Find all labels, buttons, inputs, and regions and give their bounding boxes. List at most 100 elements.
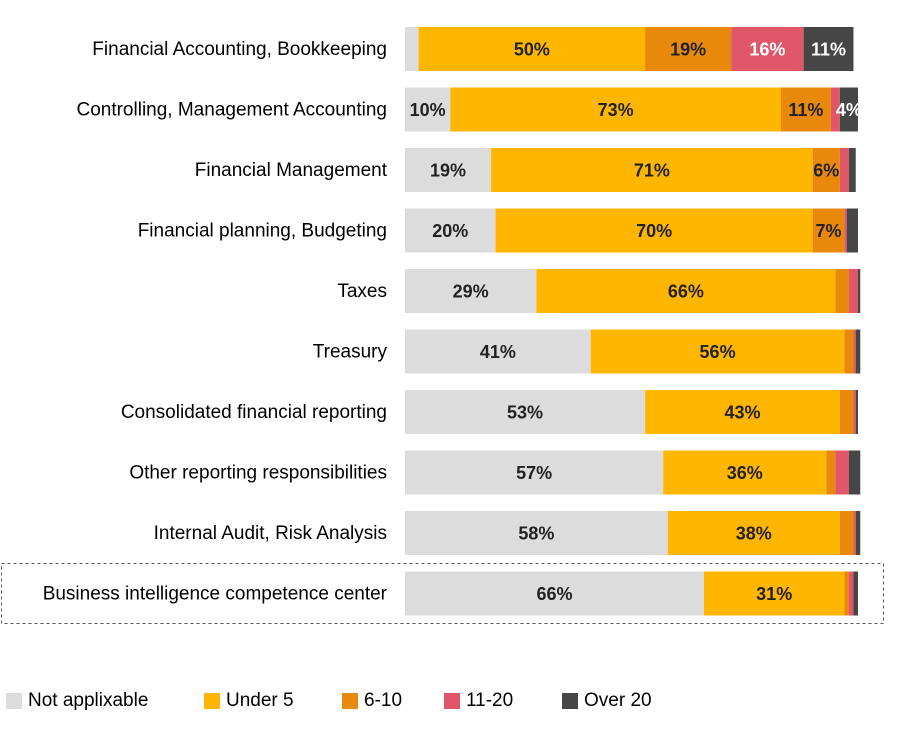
bar-segment-6-10	[844, 571, 849, 616]
data-label: 71%	[634, 161, 670, 181]
data-label: 20%	[432, 221, 468, 241]
data-label: 38%	[736, 524, 772, 544]
bar-segment-over-20	[858, 269, 861, 313]
legend-swatch	[204, 693, 220, 709]
data-label: 56%	[700, 342, 736, 362]
bar-segment-not-applixable	[405, 148, 492, 192]
legend-swatch	[562, 693, 578, 709]
data-label: 7%	[816, 221, 842, 241]
data-label: 73%	[598, 100, 634, 120]
data-label: 66%	[536, 584, 572, 604]
legend-label: Under 5	[226, 690, 294, 711]
bar-segment-6-10	[839, 390, 854, 434]
bar-segment-over-20	[846, 208, 858, 253]
bar-segment-11-20	[853, 511, 856, 555]
bar-segment-under-5	[491, 148, 813, 192]
data-label: 41%	[480, 342, 516, 362]
data-label: 43%	[724, 403, 760, 423]
data-label: 11%	[811, 40, 846, 60]
legend-label: Over 20	[584, 690, 652, 711]
bar-segment-11-20	[731, 27, 804, 71]
bar-segment-6-10	[826, 450, 836, 495]
data-label: 19%	[670, 40, 706, 60]
data-label: 53%	[507, 403, 543, 423]
data-label: 58%	[518, 524, 554, 544]
bar-segment-11-20	[853, 390, 856, 434]
category-label: Controlling, Management Accounting	[76, 100, 387, 121]
legend-swatch	[342, 693, 358, 709]
bar-segment-not-applixable	[405, 511, 668, 555]
highlight-box	[1, 563, 884, 624]
bar-segment-11-20	[844, 208, 847, 253]
category-label: Financial Management	[195, 160, 388, 181]
data-label: 66%	[668, 282, 704, 302]
bar-segment-over-20	[855, 329, 861, 374]
bar-segment-over-20	[855, 511, 861, 555]
legend-swatch	[444, 693, 460, 709]
bar-segment-under-5	[536, 269, 836, 313]
bar-segment-under-5	[663, 450, 827, 495]
bar-segment-under-5	[645, 390, 840, 434]
category-label: Treasury	[313, 342, 388, 363]
category-label: Taxes	[337, 281, 387, 302]
data-label: 10%	[410, 100, 446, 120]
bar-segment-not-applixable	[405, 27, 419, 71]
legend-swatch	[6, 693, 22, 709]
bar-segment-not-applixable	[405, 390, 646, 434]
bar-segment-6-10	[844, 329, 854, 374]
data-label: 6%	[813, 161, 839, 181]
stacked-bar-chart: Financial Accounting, Bookkeeping Control…	[1, 27, 884, 624]
legend-label: Not applixable	[28, 690, 149, 711]
bar-segment-6-10	[839, 511, 854, 555]
bar-segment-11-20	[830, 87, 840, 132]
data-label: 4%	[836, 100, 862, 120]
legend-label: 6-10	[364, 690, 403, 711]
bar-segment-6-10	[835, 269, 849, 313]
bar-segment-under-5	[418, 27, 646, 71]
bar-segment-6-10	[645, 27, 732, 71]
bar-segment-over-20	[803, 27, 854, 71]
bar-segment-not-applixable	[405, 87, 451, 132]
legend-item-11-20: 11-20	[444, 690, 513, 712]
category-label: Internal Audit, Risk Analysis	[154, 523, 387, 544]
bar-segment-over-20	[848, 450, 861, 495]
bar-segment-over-20	[839, 87, 858, 132]
bar-segment-over-20	[855, 390, 858, 434]
category-label: Financial planning, Budgeting	[138, 221, 387, 242]
data-label: 19%	[430, 161, 466, 181]
bar-segment-11-20	[835, 450, 849, 495]
category-label: Business intelligence competence center	[43, 584, 388, 605]
data-label: 11%	[788, 100, 823, 120]
bar-segment-6-10	[812, 148, 840, 192]
bar-segment-under-5	[495, 208, 813, 253]
legend-label: 11-20	[466, 690, 514, 711]
bar-segment-under-5	[667, 511, 840, 555]
data-label: 16%	[749, 40, 785, 60]
bar-segment-6-10	[812, 208, 845, 253]
bar-segment-not-applixable	[405, 450, 664, 495]
data-label: 50%	[514, 40, 550, 60]
bar-segment-11-20	[848, 571, 854, 616]
data-label: 29%	[453, 282, 489, 302]
data-label: 57%	[516, 463, 552, 483]
data-label: 31%	[756, 584, 792, 604]
bar-segment-over-20	[848, 148, 856, 192]
legend-item-6-10: 6-10	[342, 690, 402, 712]
bar-segment-under-5	[590, 329, 845, 374]
bar-segment-over-20	[853, 571, 858, 616]
data-label: 36%	[727, 463, 763, 483]
legend-item-not-applicable: Not applixable	[6, 690, 148, 712]
bar-segment-11-20	[853, 329, 856, 374]
category-label: Financial Accounting, Bookkeeping	[92, 39, 387, 60]
bar-segment-under-5	[450, 87, 781, 132]
bar-segment-11-20	[839, 148, 849, 192]
category-label: Other reporting responsibilities	[129, 463, 387, 484]
data-label: 70%	[636, 221, 672, 241]
bar-segment-not-applixable	[405, 329, 591, 374]
bar-segment-not-applixable	[405, 208, 496, 253]
bar-segment-under-5	[703, 571, 845, 616]
bar-segment-11-20	[848, 269, 858, 313]
legend-item-under-5: Under 5	[204, 690, 294, 712]
bar-segment-not-applixable	[405, 269, 537, 313]
bar-segment-not-applixable	[405, 571, 704, 616]
